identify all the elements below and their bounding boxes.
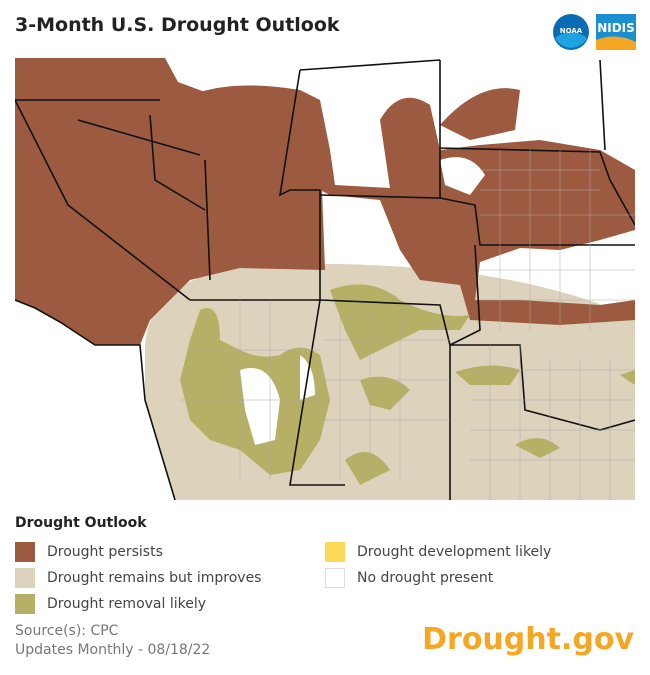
persists-area: [15, 58, 325, 345]
legend-item: Drought persists: [15, 542, 163, 562]
ocean: [15, 300, 175, 500]
legend-item: Drought removal likely: [15, 594, 206, 614]
no-drought-area: [330, 108, 620, 290]
legend-label: No drought present: [357, 570, 494, 586]
legend-label: Drought remains but improves: [47, 570, 262, 586]
legend-title: Drought Outlook: [15, 515, 147, 531]
legend-item: No drought present: [325, 568, 493, 588]
logos: NOAA NIDIS: [553, 14, 636, 50]
map: [15, 58, 635, 500]
legend-label: Drought development likely: [357, 544, 552, 560]
state-borders: [15, 59, 635, 500]
update-note: Updates Monthly - 08/18/22: [15, 642, 211, 658]
nidis-wave: [596, 36, 636, 50]
noaa-text: NOAA: [560, 27, 583, 35]
legend-label: Drought removal likely: [47, 596, 207, 612]
brand[interactable]: Drought.gov: [422, 622, 634, 657]
legend-label: Drought persists: [47, 544, 163, 560]
legend-item: Drought development likely: [325, 542, 551, 562]
nidis-text: NIDIS: [597, 21, 635, 35]
source: Source(s): CPC: [15, 623, 119, 639]
removal-area: [330, 284, 635, 485]
title: 3-Month U.S. Drought Outlook: [15, 14, 340, 36]
county-borders: [180, 150, 635, 500]
noaa-wave: [555, 32, 587, 48]
coastline: [15, 299, 176, 500]
persists-area: [440, 88, 520, 140]
persists-area: [200, 85, 635, 325]
legend-item: Drought remains but improves: [15, 568, 261, 588]
